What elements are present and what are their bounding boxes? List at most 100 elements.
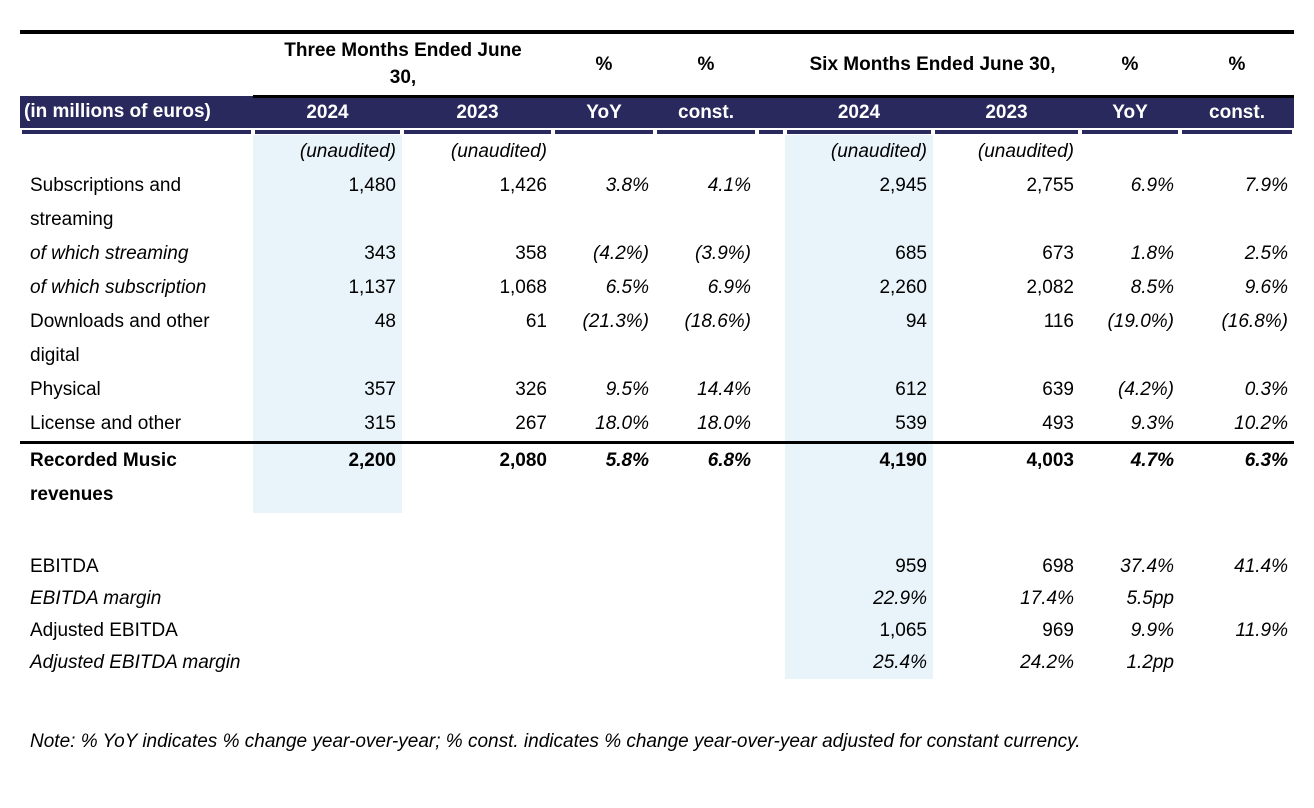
table-row-recorded-music-total: Recorded Music revenues 2,200 2,080 5.8%… (20, 440, 1294, 513)
h24-value: 685 (785, 236, 933, 271)
period-header-row: Three Months Ended June 30, % % Six Mont… (20, 30, 1294, 96)
h23-value: 17.4% (1020, 588, 1074, 609)
h-yoy-value: 4.7% (1080, 440, 1180, 513)
section-gap-row (20, 513, 1294, 551)
underline-segment (553, 128, 655, 135)
corner-cell (20, 30, 253, 96)
h24-value: 2,945 (785, 168, 933, 237)
h-const-value (1180, 583, 1294, 615)
row-label: Adjusted EBITDA margin (30, 652, 241, 673)
h24-unaudited: (unaudited) (785, 134, 933, 169)
q-yoy-value: 18.0% (595, 412, 649, 434)
h24-value: 94 (785, 304, 933, 373)
header-underline-row (20, 128, 1294, 135)
q-col-2024: 2024 (253, 94, 402, 128)
q23-value: 358 (515, 242, 547, 264)
h-col-2024: 2024 (785, 94, 933, 128)
underline-segment (20, 128, 253, 135)
row-label: Subscriptions and streaming (30, 174, 182, 230)
h-yoy-value: 1.8% (1130, 242, 1174, 264)
row-label: EBITDA (30, 556, 99, 577)
h-yoy-value: (19.0%) (1107, 310, 1174, 332)
underline-segment (655, 128, 757, 135)
q-const-value: (18.6%) (684, 310, 751, 332)
h-const-value: (16.8%) (1221, 310, 1288, 332)
h23-value: 493 (1042, 412, 1074, 434)
h23-value: 24.2% (1020, 652, 1074, 673)
underline-segment (757, 128, 785, 135)
h23-value: 969 (1042, 620, 1074, 641)
h-col-const: const. (1180, 94, 1294, 128)
h-const-value: 2.5% (1244, 242, 1288, 264)
q-period-title: Three Months Ended June 30, (253, 30, 553, 96)
q-col-yoy: YoY (553, 94, 655, 128)
table-row-ebitda-margin: EBITDA margin 22.9% 17.4% 5.5pp (20, 583, 1294, 615)
h-const-value: 41.4% (1234, 556, 1288, 577)
q24-value: 48 (253, 304, 402, 373)
q23-value: 267 (515, 412, 547, 434)
q-const-value: 4.1% (707, 174, 751, 196)
row-label: of which subscription (30, 276, 207, 298)
h-yoy-value: 8.5% (1130, 276, 1174, 298)
row-label: Recorded Music revenues (20, 440, 253, 513)
h-period-title: Six Months Ended June 30, (785, 30, 1080, 96)
underline-segment (785, 128, 933, 135)
h24-value: 22.9% (785, 583, 933, 615)
h24-value: 612 (785, 372, 933, 407)
q24-value: 315 (253, 406, 402, 442)
q23-unaudited: (unaudited) (450, 140, 547, 162)
row-label: Physical (30, 378, 101, 400)
h23-value: 4,003 (933, 440, 1080, 513)
q23-value: 2,080 (402, 440, 553, 513)
h23-value: 639 (1042, 378, 1074, 400)
table-row-adjusted-ebitda: Adjusted EBITDA 1,065 969 9.9% 11.9% (20, 615, 1294, 647)
h24-value: 1,065 (785, 615, 933, 647)
q24-value: 343 (253, 236, 402, 271)
q23-value: 61 (525, 310, 547, 332)
table-row-physical: Physical 357 326 9.5% 14.4% 612 639 (4.2… (20, 372, 1294, 407)
h23-value: 673 (1042, 242, 1074, 264)
table-row-license-other: License and other 315 267 18.0% 18.0% 53… (20, 406, 1294, 442)
row-label: Downloads and other digital (30, 310, 210, 366)
q-const-value: 14.4% (697, 378, 751, 400)
h-pct-yoy-header: % (1080, 30, 1180, 96)
unit-label: (in millions of euros) (20, 96, 253, 128)
h-pct-const-header: % (1180, 30, 1294, 96)
row-label: of which streaming (30, 242, 189, 264)
q23-value: 326 (515, 378, 547, 400)
q-col-const: const. (655, 94, 757, 128)
h23-value: 2,755 (1026, 174, 1074, 196)
h-const-value: 9.6% (1244, 276, 1288, 298)
q-const-value: (3.9%) (695, 242, 751, 264)
h-col-2023: 2023 (933, 94, 1080, 128)
q24-unaudited: (unaudited) (253, 134, 402, 169)
q24-value: 2,200 (253, 440, 402, 513)
q-const-value: 6.8% (655, 440, 757, 513)
table-row-of-which-subscription: of which subscription 1,137 1,068 6.5% 6… (20, 270, 1294, 305)
q-yoy-value: 6.5% (605, 276, 649, 298)
underline-segment (1180, 128, 1294, 135)
h-col-yoy: YoY (1080, 94, 1180, 128)
h24-value: 539 (785, 406, 933, 442)
q24-value: 1,137 (253, 270, 402, 305)
table-row-of-which-streaming: of which streaming 343 358 (4.2%) (3.9%)… (20, 236, 1294, 271)
q-yoy-value: 9.5% (605, 378, 649, 400)
q23-value: 1,426 (499, 174, 547, 196)
h-const-value: 10.2% (1234, 412, 1288, 434)
q-col-2023: 2023 (402, 94, 553, 128)
q-const-value: 18.0% (697, 412, 751, 434)
underline-segment (1080, 128, 1180, 135)
q-pct-yoy-header: % (553, 30, 655, 96)
h23-unaudited: (unaudited) (977, 140, 1074, 162)
h-yoy-value: 5.5pp (1126, 588, 1174, 609)
q24-value: 1,480 (253, 168, 402, 237)
financial-results-table: Three Months Ended June 30, % % Six Mont… (20, 30, 1294, 679)
h23-value: 2,082 (1026, 276, 1074, 298)
row-label: License and other (30, 412, 182, 434)
h-const-value: 11.9% (1235, 620, 1288, 641)
h-yoy-value: 9.9% (1130, 620, 1174, 641)
group-spacer (757, 94, 785, 128)
unaudited-row: (unaudited) (unaudited) (unaudited) (una… (20, 134, 1294, 169)
table-row-subscriptions-streaming: Subscriptions and streaming 1,480 1,426 … (20, 168, 1294, 237)
underline-segment (253, 128, 402, 135)
